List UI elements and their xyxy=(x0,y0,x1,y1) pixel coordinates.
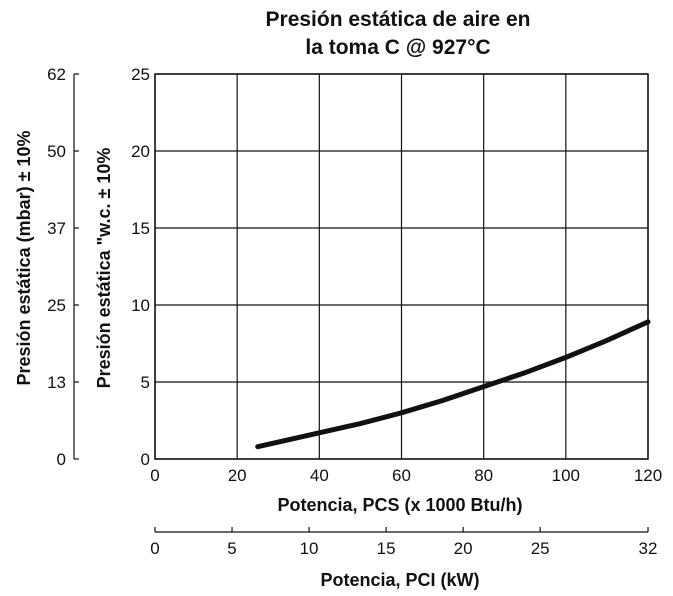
x-axis-label: Potencia, PCS (x 1000 Btu/h) xyxy=(277,495,522,515)
secondary-y-tick-label: 50 xyxy=(47,142,66,161)
y-tick-label: 10 xyxy=(131,296,150,315)
y-axis-label: Presión estática "w.c. ± 10% xyxy=(94,148,114,389)
x-tick-label: 80 xyxy=(474,466,493,485)
x-tick-label: 100 xyxy=(552,466,580,485)
secondary-x-tick-label: 25 xyxy=(531,539,550,558)
secondary-x-axis-label: Potencia, PCI (kW) xyxy=(320,570,479,590)
chart-title-line-1: Presión estática de aire en xyxy=(266,8,531,31)
y-tick-label: 15 xyxy=(131,219,150,238)
secondary-y-axis-label: Presión estática (mbar) ± 10% xyxy=(14,131,34,386)
secondary-x-tick-label: 20 xyxy=(454,539,473,558)
series-line xyxy=(255,319,651,450)
x-tick-label: 0 xyxy=(150,466,159,485)
x-tick-label: 60 xyxy=(392,466,411,485)
y-tick-label: 25 xyxy=(131,65,150,84)
secondary-y-tick-label: 13 xyxy=(47,373,66,392)
y-tick-label: 20 xyxy=(131,142,150,161)
series-layer xyxy=(255,319,651,450)
ticks: 0 20 40 60 80 100 120 0 5 10 15 20 25 0 13 25 37 50 62 0 5 10… xyxy=(47,65,662,558)
secondary-x-tick-label: 15 xyxy=(377,539,396,558)
secondary-x-tick-label: 5 xyxy=(227,539,236,558)
secondary-x-tick-label: 10 xyxy=(300,539,319,558)
secondary-y-tick-label: 62 xyxy=(47,65,66,84)
x-tick-label: 40 xyxy=(310,466,329,485)
secondary-y-tick-label: 0 xyxy=(57,450,66,469)
x-tick-label: 20 xyxy=(228,466,247,485)
grid xyxy=(154,73,649,460)
y-tick-label: 0 xyxy=(141,450,150,469)
secondary-x-tick-label: 0 xyxy=(150,539,159,558)
x-tick-label: 120 xyxy=(634,466,662,485)
plot-frame xyxy=(154,73,649,460)
secondary-y-tick-label: 37 xyxy=(47,219,66,238)
chart-title-line-2: la toma C @ 927°C xyxy=(305,36,490,59)
secondary-y-tick-label: 25 xyxy=(47,296,66,315)
y-tick-label: 5 xyxy=(141,373,150,392)
secondary-x-tick-label: 32 xyxy=(639,539,658,558)
